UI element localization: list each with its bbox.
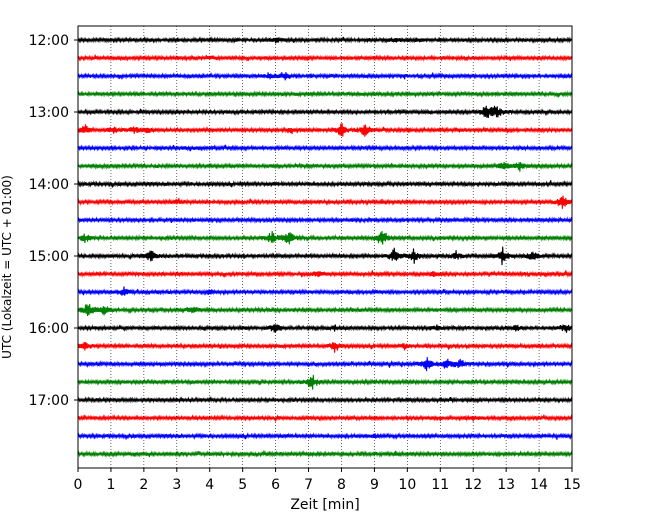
seismic-trace-1730	[77, 432, 573, 440]
x-tick-label: 15	[563, 477, 581, 493]
x-tick-label: 3	[172, 477, 181, 493]
y-tick-label: 15:00	[29, 249, 69, 265]
x-tick-label: 5	[238, 477, 247, 493]
seismic-traces	[77, 36, 573, 458]
seismic-trace-1430	[77, 216, 573, 224]
x-tick-label: 6	[271, 477, 280, 493]
x-tick-label: 2	[139, 477, 148, 493]
x-axis-ticks: 0 1 2 3 4 5 6 7 8 9 10 11 12 13 14 15	[74, 468, 581, 493]
seismic-trace-1330	[77, 144, 573, 152]
seismic-trace-1600	[77, 324, 573, 333]
x-tick-label: 1	[106, 477, 115, 493]
seismic-trace-1700	[77, 396, 573, 404]
seismic-trace-1415	[77, 195, 573, 209]
seismic-trace-1300	[77, 105, 573, 119]
seismic-trace-1445	[77, 230, 573, 245]
seismic-trace-1630	[77, 357, 573, 372]
x-tick-label: 9	[370, 477, 379, 493]
plot-frame	[77, 25, 573, 469]
x-tick-label: 4	[205, 477, 214, 493]
y-tick-label: 17:00	[29, 393, 69, 409]
x-tick-label: 8	[337, 477, 346, 493]
seismic-trace-1245	[77, 90, 573, 98]
y-tick-label: 13:00	[29, 105, 69, 121]
seismic-trace-1745	[77, 450, 573, 458]
x-tick-label: 0	[74, 477, 83, 493]
seismic-trace-1645	[77, 374, 573, 390]
seismic-trace-1530	[77, 286, 573, 297]
seismic-trace-1515	[77, 270, 573, 278]
y-axis-label: UTC (Lokalzeit = UTC + 01:00)	[0, 175, 14, 359]
seismic-trace-1545	[77, 304, 573, 316]
seismic-trace-1500	[77, 246, 573, 266]
seismic-trace-1615	[77, 341, 573, 353]
x-tick-label: 11	[431, 477, 449, 493]
seismic-trace-1400	[77, 180, 573, 188]
seismic-trace-1315	[77, 123, 573, 137]
seismic-trace-1715	[77, 413, 573, 422]
x-tick-label: 14	[530, 477, 548, 493]
x-axis-label: Zeit [min]	[290, 497, 359, 513]
seismic-trace-1230	[77, 72, 573, 81]
seismic-trace-1345	[77, 161, 573, 172]
y-tick-label: 12:00	[29, 33, 69, 49]
x-tick-label: 7	[304, 477, 313, 493]
seismic-trace-1200	[77, 36, 573, 44]
x-tick-label: 12	[464, 477, 482, 493]
y-tick-label: 16:00	[29, 321, 69, 337]
seismic-trace-1215	[77, 54, 573, 62]
y-tick-label: 14:00	[29, 177, 69, 193]
y-axis-ticks: 12:00 13:00 14:00 15:00 16:00 17:00	[29, 33, 78, 409]
x-tick-label: 13	[497, 477, 515, 493]
x-tick-label: 10	[398, 477, 416, 493]
